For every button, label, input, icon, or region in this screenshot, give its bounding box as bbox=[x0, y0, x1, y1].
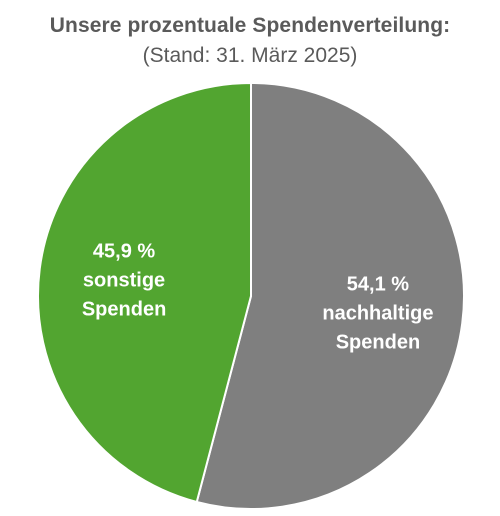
pie-slice-1 bbox=[37, 81, 252, 504]
pie-slices bbox=[37, 81, 465, 510]
pie-slice-0 bbox=[195, 81, 465, 510]
chart-subtitle: (Stand: 31. März 2025) bbox=[142, 44, 358, 67]
pie-slice-label-line: 54,1 % bbox=[347, 273, 409, 295]
pie-slice-label-line: Spenden bbox=[82, 299, 166, 321]
pie-slice-label-0: 54,1 % nachhaltige Spenden bbox=[322, 273, 433, 353]
pie-slice-label-line: nachhaltige bbox=[322, 302, 433, 324]
pie-slice-label-line: sonstige bbox=[83, 270, 165, 292]
pie-slice-label-1: 45,9 % sonstige Spenden bbox=[82, 241, 166, 321]
pie-labels: 54,1 % nachhaltige Spenden 45,9 % sonstige Sp… bbox=[82, 241, 434, 354]
chart-title: Unsere prozentuale Spendenverteilung: bbox=[49, 14, 451, 37]
pie-slice-label-line: 45,9 % bbox=[93, 241, 155, 263]
pie-slice-label-line: Spenden bbox=[336, 331, 420, 353]
